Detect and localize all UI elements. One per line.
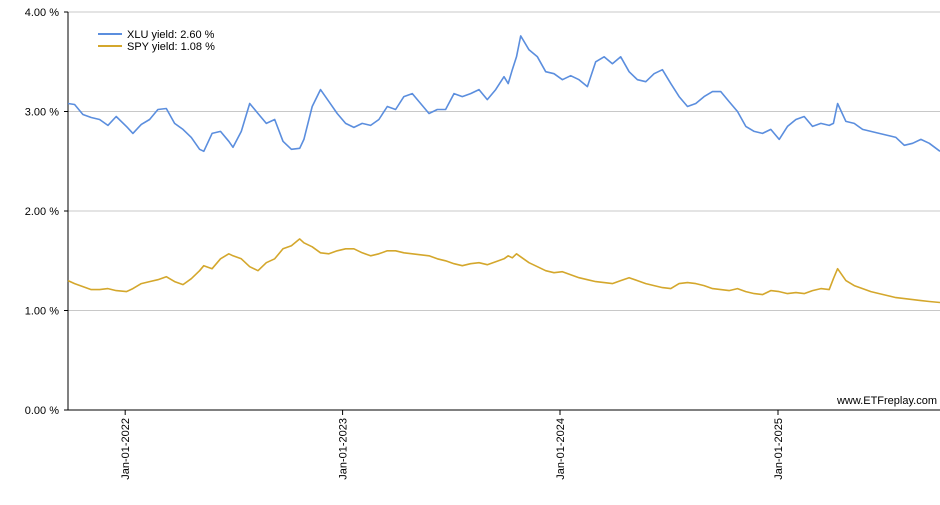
legend-label-spy: SPY yield: 1.08 %	[127, 41, 215, 53]
legend-label-xlu: XLU yield: 2.60 %	[127, 29, 215, 41]
x-tick-label-3: Jan-01-2025	[773, 418, 785, 480]
axes: 0.00 % 1.00 % 2.00 % 3.00 % 4.00 % Jan-01-202…	[25, 7, 940, 480]
x-tick-label-2: Jan-01-2024	[555, 418, 567, 480]
y-tick-label-4: 4.00 %	[25, 7, 59, 19]
y-tick-label-1: 1.00 %	[25, 306, 59, 318]
x-tick-label-1: Jan-01-2023	[338, 418, 350, 480]
series-line-spy	[67, 238, 940, 304]
y-tick-label-2: 2.00 %	[25, 206, 59, 218]
x-tick-label-0: Jan-01-2022	[120, 418, 132, 480]
watermark-text: www.ETFreplay.com	[836, 395, 937, 407]
legend: XLU yield: 2.60 % SPY yield: 1.08 %	[98, 29, 215, 53]
y-tick-label-0: 0.00 %	[25, 405, 59, 417]
series-lines	[67, 35, 940, 304]
series-line-xlu	[67, 35, 940, 153]
gridlines	[68, 11, 940, 411]
y-tick-label-3: 3.00 %	[25, 107, 59, 119]
